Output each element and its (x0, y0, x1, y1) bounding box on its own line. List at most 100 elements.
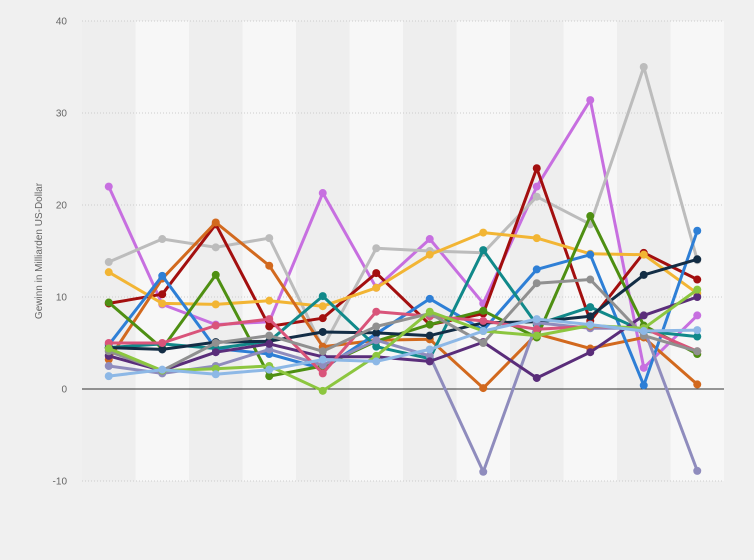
data-point (693, 226, 702, 235)
series-line (107, 98, 699, 370)
column-band (510, 21, 564, 481)
data-point (639, 250, 648, 259)
data-point (158, 299, 167, 308)
data-point (158, 339, 167, 347)
y-tick-label: 30 (56, 109, 68, 120)
data-point (532, 234, 541, 243)
data-point (586, 250, 595, 259)
data-point (265, 234, 274, 243)
data-point (479, 339, 488, 347)
data-point (265, 345, 274, 354)
data-point (318, 369, 327, 378)
data-point (104, 362, 113, 370)
data-point (211, 364, 220, 373)
data-point (211, 348, 220, 357)
data-point (586, 320, 595, 329)
data-point (265, 339, 274, 348)
series-13 (104, 275, 702, 375)
column-bands (82, 21, 724, 481)
data-point (639, 327, 648, 336)
series-line (107, 65, 699, 350)
data-point (532, 192, 541, 201)
data-point (158, 271, 167, 280)
data-point (265, 372, 274, 381)
column-band (82, 21, 136, 481)
data-point (425, 320, 434, 329)
data-point (211, 339, 220, 347)
data-point (693, 255, 702, 264)
data-point (586, 312, 595, 321)
data-point (479, 228, 488, 237)
data-point (211, 243, 220, 252)
data-point (532, 325, 541, 334)
series-line (107, 229, 699, 387)
data-point (104, 372, 113, 381)
data-point (639, 63, 648, 71)
data-point (693, 275, 702, 284)
data-point (639, 270, 648, 279)
series-11 (104, 293, 702, 382)
data-point (211, 370, 220, 379)
data-point (479, 384, 488, 393)
data-point (104, 258, 113, 267)
data-point (318, 355, 327, 364)
data-point (318, 347, 327, 356)
data-point (265, 296, 274, 305)
data-point (104, 268, 113, 277)
series-line (107, 278, 699, 373)
data-point (425, 331, 434, 340)
y-axis-title: Gewinn in Milliarden US-Dollar (34, 182, 45, 319)
data-point (479, 306, 488, 315)
data-point (265, 365, 274, 374)
y-axis-ticks: -10 0 10 20 30 40 (53, 17, 68, 488)
data-point (479, 467, 488, 476)
series-line (107, 231, 699, 308)
data-point (586, 348, 595, 357)
y-tick-label: 0 (61, 385, 67, 396)
data-point (318, 189, 327, 198)
data-point (372, 307, 381, 316)
data-point (158, 235, 167, 244)
series-15 (104, 315, 702, 381)
column-band (135, 21, 189, 481)
data-point (639, 381, 648, 390)
data-point (104, 182, 113, 191)
data-point (265, 331, 274, 340)
data-point (211, 321, 220, 330)
data-point (639, 363, 648, 372)
series-layer (104, 63, 702, 476)
data-point (158, 290, 167, 299)
data-point (425, 250, 434, 259)
data-point (479, 327, 488, 336)
data-point (532, 164, 541, 173)
y-tick-label: 40 (56, 17, 68, 28)
data-point (265, 261, 274, 270)
data-point (372, 357, 381, 366)
data-point (211, 300, 220, 309)
data-point (425, 357, 434, 366)
data-point (693, 326, 702, 335)
data-point (532, 373, 541, 382)
data-point (532, 279, 541, 288)
data-point (158, 345, 167, 354)
data-point (372, 283, 381, 292)
data-point (158, 365, 167, 374)
data-point (586, 275, 595, 284)
data-point (693, 466, 702, 475)
data-point (425, 307, 434, 316)
data-point (532, 265, 541, 274)
data-point (693, 347, 702, 356)
data-point (425, 235, 434, 244)
data-point (318, 314, 327, 323)
data-point (479, 316, 488, 325)
data-point (265, 315, 274, 324)
data-point (479, 246, 488, 255)
data-point (425, 294, 434, 303)
data-point (693, 285, 702, 294)
data-point (425, 351, 434, 360)
data-point (265, 322, 274, 331)
data-point (586, 212, 595, 221)
data-point (372, 336, 381, 345)
